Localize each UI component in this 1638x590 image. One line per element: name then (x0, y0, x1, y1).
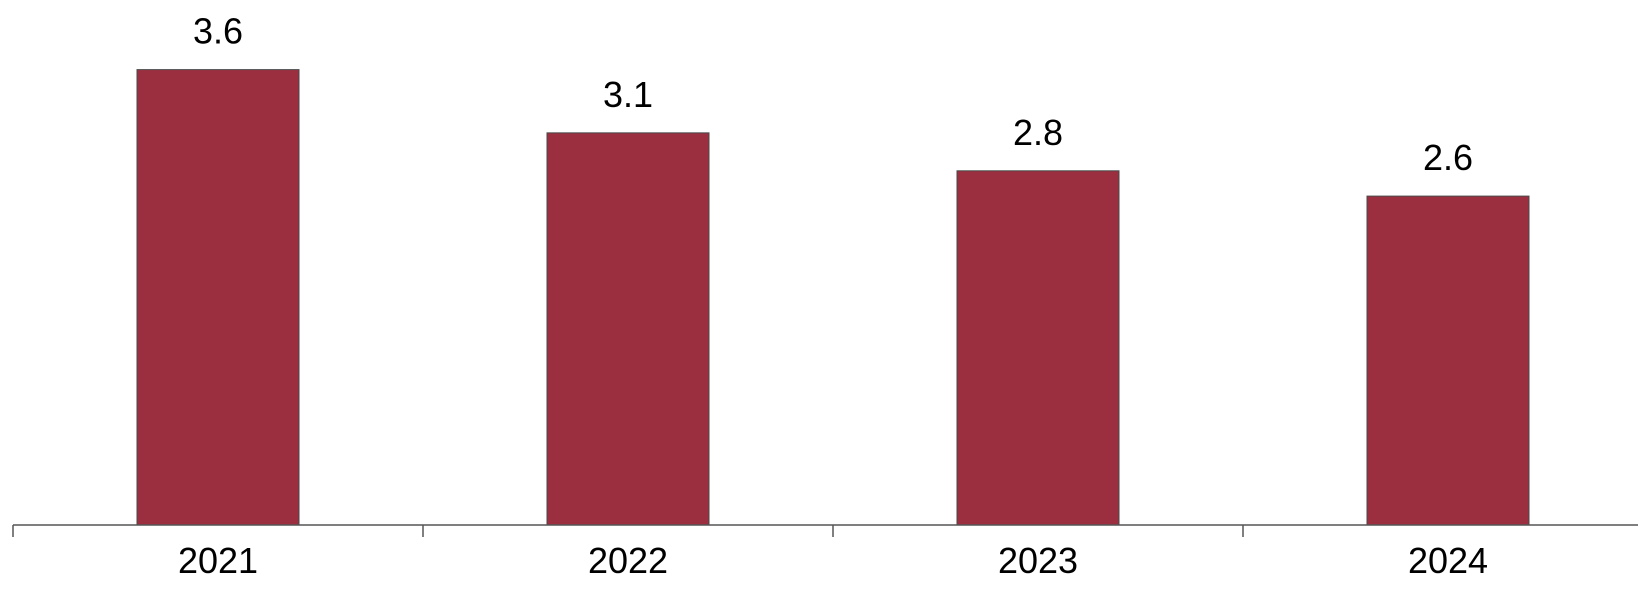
data-label-2021: 3.6 (193, 11, 243, 52)
data-labels-group: 3.6 3.1 2.8 2.6 (193, 11, 1473, 179)
bar-2023 (956, 170, 1120, 526)
bar-2021 (136, 69, 300, 526)
bar-2024 (1366, 195, 1530, 526)
x-axis-tick-labels: 2021 2022 2023 2024 (178, 540, 1488, 581)
x-tick-label-2023: 2023 (998, 540, 1078, 581)
bars-group (136, 69, 1530, 526)
data-label-2022: 3.1 (603, 74, 653, 115)
data-label-2023: 2.8 (1013, 112, 1063, 153)
data-label-2024: 2.6 (1423, 137, 1473, 178)
x-tick-label-2022: 2022 (588, 540, 668, 581)
bar-2022 (546, 132, 710, 526)
x-tick-label-2021: 2021 (178, 540, 258, 581)
x-tick-label-2024: 2024 (1408, 540, 1488, 581)
x-axis-ticks (12, 525, 1244, 537)
